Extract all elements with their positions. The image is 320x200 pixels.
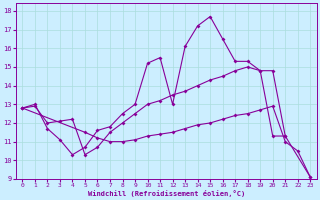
X-axis label: Windchill (Refroidissement éolien,°C): Windchill (Refroidissement éolien,°C) bbox=[88, 190, 245, 197]
